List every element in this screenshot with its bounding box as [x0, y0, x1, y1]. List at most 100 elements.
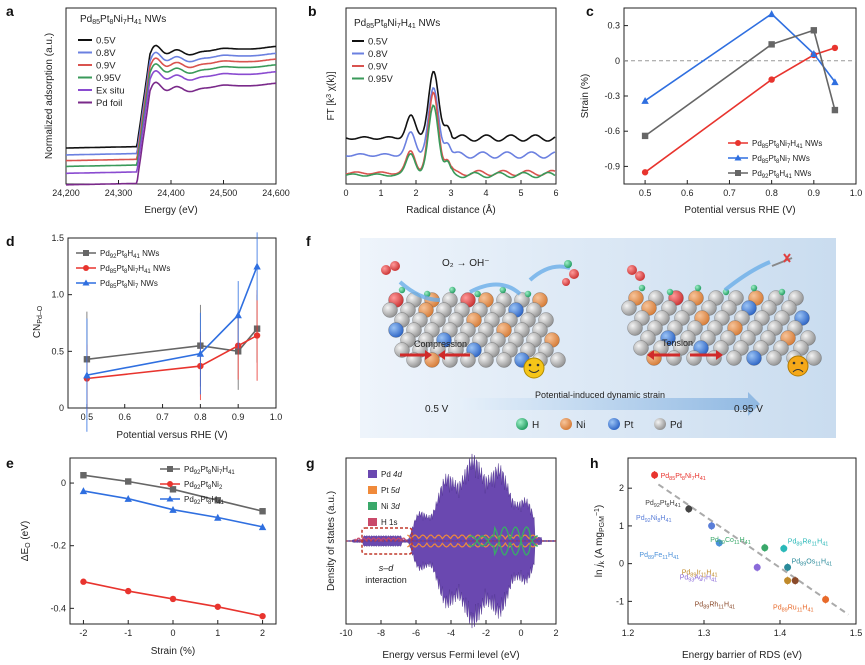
a-legend-label: 0.8V	[96, 48, 116, 59]
data-point	[768, 41, 775, 48]
h-ytick-label: -1	[616, 596, 624, 606]
legend-g-2: Pt 5d	[381, 486, 400, 495]
legend-c-3: Pd92Pt8H41 NWs	[752, 169, 811, 180]
dos-ni3d-down	[468, 538, 538, 557]
h-point	[784, 577, 792, 585]
panel-h: h 1.2 1.3 1.4 1.5 2 1 0 -1 Pd85Pt8Ni7H41 Pd92Pt8H…	[590, 455, 862, 661]
legend-c-2: Pd85Pt8Ni7 NWs	[752, 154, 810, 165]
atom-legend-h: H	[532, 420, 539, 431]
data-point	[641, 96, 649, 104]
panel-e-ylabel: ΔEO (eV)	[20, 521, 32, 561]
g-xtick-label: 0	[518, 628, 523, 638]
b-tick-label: 1	[378, 188, 383, 198]
data-point	[831, 44, 839, 52]
atom-legend-pd: Pd	[670, 420, 682, 431]
panel-e-label: e	[6, 455, 14, 471]
atom	[496, 352, 512, 368]
data-point	[214, 513, 222, 521]
legend-g-3: Ni 3d	[381, 502, 400, 511]
panel-g-plot: -10 -8 -6 -4 -2 0 2	[339, 453, 559, 638]
panel-h-axes	[627, 457, 857, 625]
data-point	[810, 27, 818, 34]
atom-legend-ni: Ni	[576, 420, 585, 431]
h-atom	[449, 286, 456, 294]
ytick-label: -0.9	[604, 161, 620, 171]
sad-face-icon	[787, 355, 809, 377]
panel-g-xlabel: Energy versus Fermi level (eV)	[382, 650, 519, 661]
panel-g-ylabel: Density of states (a.u.)	[326, 491, 337, 591]
h-ytick-label: 1	[619, 521, 624, 531]
xtick-label: 1.0	[270, 412, 283, 422]
panel-b-xticks: 0 1 2 3 4 5 6	[343, 180, 559, 198]
h-xtick-label: 1.5	[850, 628, 863, 638]
dynamic-strain-label: Potential-induced dynamic strain	[535, 390, 665, 400]
dos-pd4d-down	[345, 540, 557, 629]
data-point	[259, 508, 266, 515]
h-point	[708, 522, 716, 530]
trend-line	[657, 483, 849, 616]
g-xtick-label: -10	[339, 628, 352, 638]
data-point	[196, 349, 205, 357]
xtick-label: 1	[215, 628, 220, 638]
b-tick-label: 3	[448, 188, 453, 198]
series-line	[86, 266, 258, 376]
data-point	[169, 505, 177, 513]
xtick-label: 0.8	[194, 412, 207, 422]
series-line	[83, 474, 263, 512]
data-point	[83, 371, 91, 379]
panel-f-label: f	[306, 233, 311, 249]
ytick-label: 0.5	[51, 346, 64, 356]
h-point-label: Pd89Fe11H41	[639, 552, 679, 561]
panel-d-axes	[67, 237, 277, 409]
data-point	[214, 603, 221, 610]
h-point-label: Pd89Re11H41	[788, 539, 829, 548]
data-point	[125, 478, 132, 485]
a-tick-label: 24,500	[210, 188, 238, 198]
data-point	[125, 587, 132, 595]
panel-h-plot: 1.2 1.3 1.4 1.5 2 1 0 -1 Pd85Pt8Ni7H41 Pd92Pt8H41…	[616, 470, 863, 638]
a-curve-Pdfoil	[66, 81, 277, 186]
h-atom	[778, 288, 786, 296]
ytick-label: -0.2	[50, 541, 66, 551]
xtick-label: 0.9	[808, 188, 821, 198]
a-tick-label: 24,200	[52, 188, 80, 198]
atom	[726, 350, 742, 366]
g-xtick-label: -4	[447, 628, 455, 638]
a-legend-label: Pd foil	[96, 98, 122, 109]
h-point-label: Pd92Pt8H41	[645, 500, 681, 509]
series-line	[86, 334, 258, 380]
g-xtick-label: -2	[482, 628, 490, 638]
b-legend-label: 0.95V	[368, 74, 393, 85]
panel-b-ylabel: FT [k3 χ(k)]	[326, 71, 337, 120]
legend-e-2: Pd92Pt8Ni2	[184, 480, 223, 491]
panel-b: b Pd85Pt8Ni7H41 NWs 0.5V0.8V 0.9V0.95V 0 1…	[308, 3, 559, 216]
atom	[806, 350, 822, 366]
atom	[666, 350, 682, 366]
flow-arrow-4	[723, 260, 771, 292]
data-point	[258, 523, 267, 531]
b-tick-label: 5	[518, 188, 523, 198]
panel-h-ylabel: ln jk (A mgPGM−1)	[594, 505, 606, 577]
atom	[746, 350, 762, 366]
b-legend-label: 0.8V	[368, 49, 388, 60]
tension-arrows	[647, 350, 723, 360]
compression-label: Compression	[414, 339, 467, 349]
panel-a-ylabel: Normalized adsorption (a.u.)	[44, 33, 55, 159]
xtick-label: 0.6	[118, 412, 131, 422]
data-point	[79, 487, 88, 495]
dos-h1s	[354, 537, 407, 543]
panel-a-xticks: 24,200 24,300 24,400 24,500 24,600	[52, 180, 290, 198]
panel-b-xlabel: Radical distance (Å)	[406, 203, 495, 216]
h-atom	[750, 284, 758, 292]
h-point	[715, 539, 723, 547]
data-point	[831, 106, 839, 114]
panel-c-legend: Pd85Pt8Ni7H41 NWs Pd85Pt8Ni7 NWs Pd92Pt8…	[728, 139, 822, 180]
right-potential-label: 0.95 V	[734, 404, 763, 415]
panel-b-axes	[345, 7, 557, 185]
panel-e: e -2 -1 0 1 2 0 -0.2 -0.4 Strain (%) ΔEO (eV) P…	[6, 455, 277, 657]
panel-g-legend: Pd 4d Pt 5d Ni 3d H 1s	[368, 470, 402, 527]
ytick-label: 0	[615, 56, 620, 66]
h-point-label: Pd85Pt8Ni7H41	[661, 473, 706, 482]
b-tick-label: 4	[483, 188, 488, 198]
ytick-label: 1.0	[51, 290, 64, 300]
